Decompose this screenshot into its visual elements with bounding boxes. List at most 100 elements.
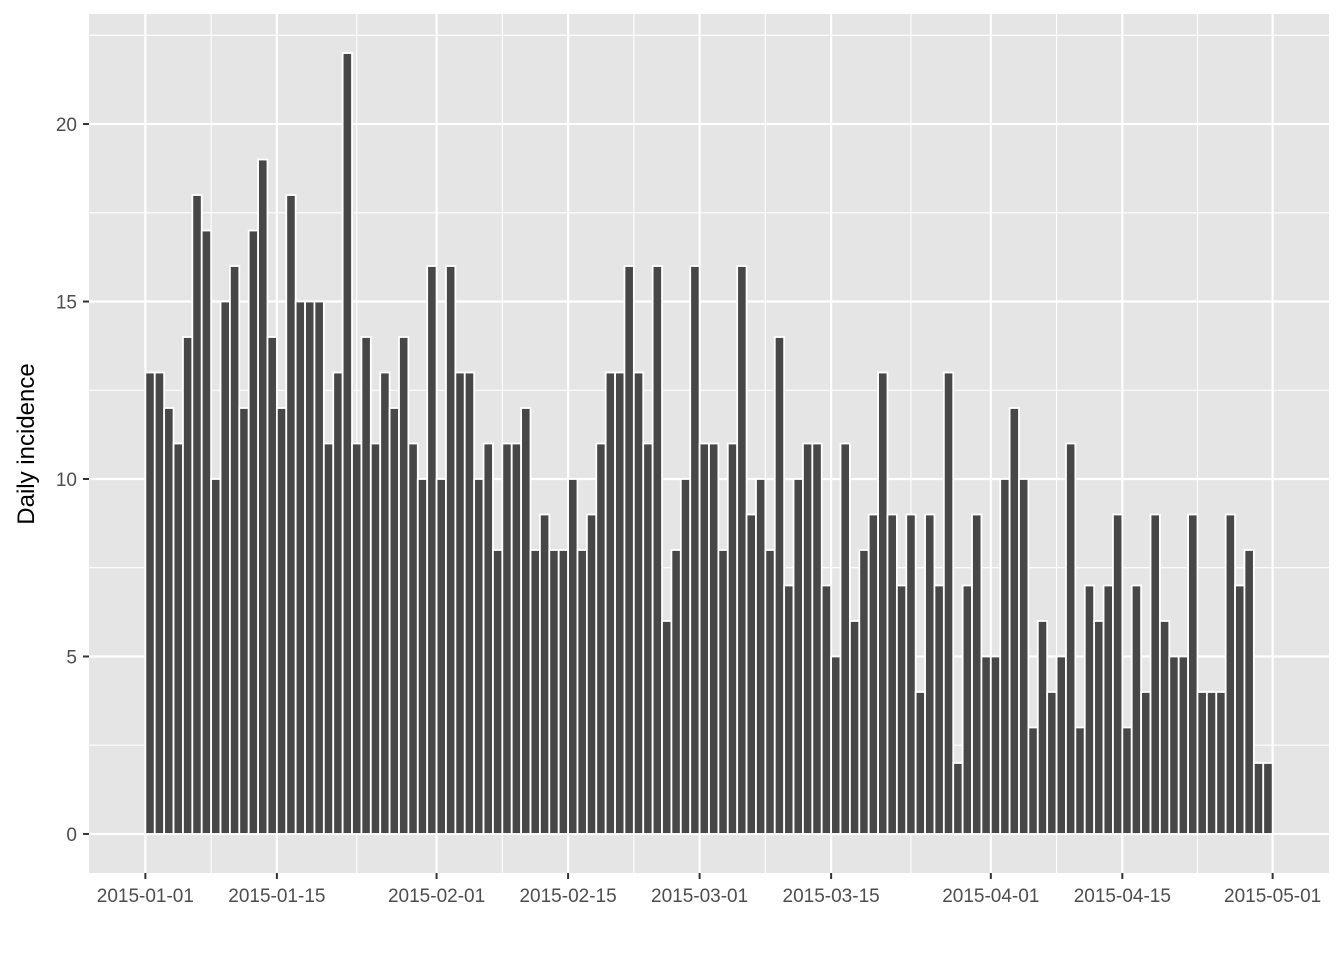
- bar: [388, 407, 400, 835]
- bar: [689, 265, 701, 835]
- bar: [1234, 584, 1246, 835]
- bar: [1140, 691, 1152, 835]
- bar: [1065, 442, 1077, 835]
- bar: [1243, 549, 1255, 835]
- bar: [332, 371, 344, 835]
- bar: [764, 549, 776, 835]
- bar: [520, 407, 532, 835]
- bar: [445, 265, 457, 835]
- bar: [407, 442, 419, 835]
- bar: [717, 549, 729, 835]
- bar: [1008, 407, 1020, 835]
- y-tick-label: 5: [66, 647, 77, 668]
- bar: [1093, 620, 1105, 835]
- y-tick-label: 0: [66, 825, 77, 846]
- bar: [614, 371, 626, 835]
- y-axis: 0 5 10 15 20: [56, 115, 89, 846]
- bar: [595, 442, 607, 835]
- bar: [726, 442, 739, 835]
- bar: [1036, 620, 1049, 835]
- y-tick-label: 20: [56, 115, 77, 136]
- bar: [849, 620, 861, 835]
- bar: [576, 549, 588, 835]
- bar: [1215, 691, 1227, 835]
- bar: [708, 442, 720, 835]
- bar: [867, 513, 879, 835]
- bar: [435, 478, 447, 835]
- bar: [360, 336, 372, 835]
- x-tick-label: 2015-04-15: [1074, 886, 1171, 907]
- bar: [604, 371, 616, 835]
- bar: [548, 549, 560, 835]
- bar: [952, 762, 964, 835]
- bar: [1046, 691, 1058, 835]
- bar: [163, 407, 175, 835]
- bar: [492, 549, 504, 835]
- bar: [1187, 513, 1199, 835]
- bar: [623, 265, 635, 835]
- bar: [839, 442, 851, 835]
- bar: [924, 513, 936, 835]
- x-tick-label: 2015-03-01: [651, 886, 748, 907]
- bar: [1252, 762, 1265, 835]
- bar: [200, 229, 213, 835]
- bar: [745, 513, 757, 835]
- bar: [1055, 655, 1067, 835]
- bar: [285, 194, 297, 835]
- bar: [661, 620, 673, 835]
- bar: [463, 371, 476, 835]
- bar: [585, 513, 598, 835]
- bar: [567, 478, 579, 835]
- x-tick-label: 2015-01-15: [228, 886, 325, 907]
- bar: [914, 691, 926, 835]
- x-tick-label: 2015-01-01: [97, 886, 194, 907]
- bar: [172, 442, 184, 835]
- x-tick-label: 2015-03-15: [783, 886, 880, 907]
- bar: [971, 513, 983, 835]
- bar: [1149, 513, 1161, 835]
- bar: [482, 442, 494, 835]
- bar: [1102, 584, 1114, 835]
- bar: [153, 371, 166, 835]
- bar: [247, 229, 259, 835]
- bar: [229, 265, 241, 835]
- bar: [322, 442, 335, 835]
- bar: [755, 478, 767, 835]
- bar: [238, 407, 250, 835]
- bar: [1018, 478, 1030, 835]
- bar: [294, 300, 306, 835]
- bar: [501, 442, 513, 835]
- bar: [642, 442, 654, 835]
- x-axis: 2015-01-01 2015-01-15 2015-02-01 2015-02-15…: [97, 873, 1321, 907]
- bar: [219, 300, 231, 835]
- y-tick-label: 15: [56, 293, 77, 314]
- bar: [191, 194, 203, 835]
- bar: [942, 371, 955, 835]
- bar: [802, 442, 814, 835]
- bar: [1074, 726, 1086, 835]
- bar: [736, 265, 748, 835]
- x-tick-label: 2015-02-01: [388, 886, 485, 907]
- bar: [933, 584, 945, 835]
- bar: [557, 549, 569, 835]
- bar: [473, 478, 485, 835]
- bar: [1224, 513, 1236, 835]
- bar: [369, 442, 382, 835]
- bar: [304, 300, 316, 835]
- bar: [275, 407, 288, 835]
- bar: [698, 442, 710, 835]
- bar: [1083, 584, 1096, 835]
- bar: [313, 300, 325, 835]
- bar: [529, 549, 541, 835]
- bar: [792, 478, 804, 835]
- bar: [670, 549, 682, 835]
- bar: [510, 442, 523, 835]
- bar: [379, 371, 391, 835]
- bar: [1196, 691, 1208, 835]
- bar: [980, 655, 992, 835]
- bar: [895, 584, 908, 835]
- bar: [783, 584, 795, 835]
- bar: [905, 513, 917, 835]
- bar: [210, 478, 222, 835]
